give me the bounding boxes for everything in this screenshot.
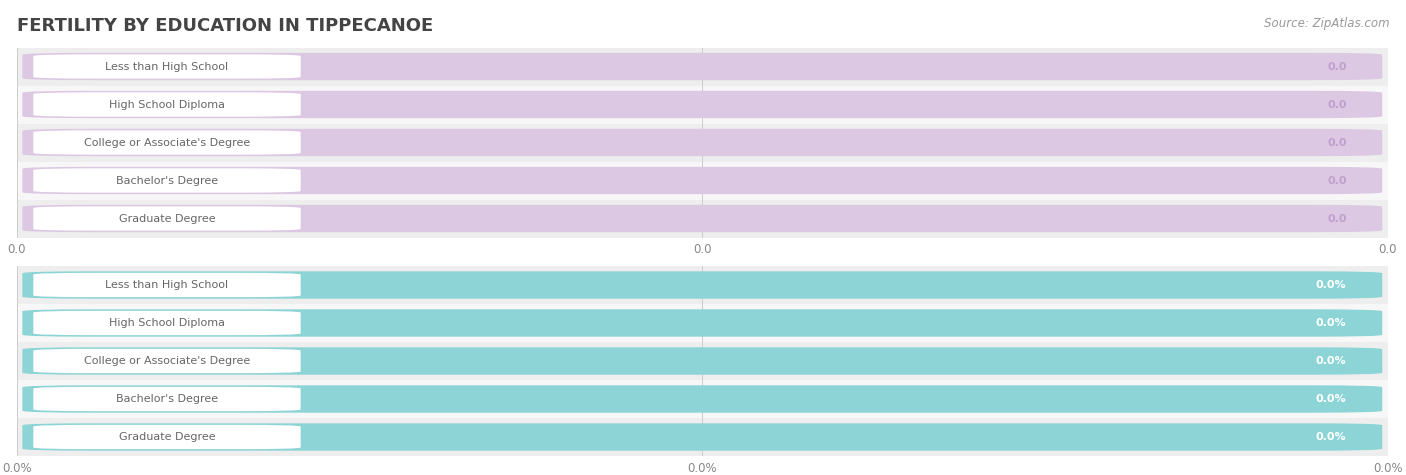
FancyBboxPatch shape [22, 271, 1382, 299]
Bar [17, 48, 1388, 86]
Text: 0.0%: 0.0% [1316, 318, 1347, 328]
FancyBboxPatch shape [34, 168, 301, 193]
FancyBboxPatch shape [22, 309, 1382, 337]
Text: 0.0%: 0.0% [1316, 432, 1347, 442]
Text: 0.0%: 0.0% [1316, 356, 1347, 366]
FancyBboxPatch shape [34, 54, 301, 79]
Text: Bachelor's Degree: Bachelor's Degree [115, 175, 218, 186]
FancyBboxPatch shape [34, 130, 301, 155]
FancyBboxPatch shape [34, 92, 301, 117]
Text: 0.0: 0.0 [1327, 175, 1347, 186]
Text: High School Diploma: High School Diploma [110, 318, 225, 328]
FancyBboxPatch shape [22, 347, 1382, 375]
Bar [17, 418, 1388, 456]
Text: College or Associate's Degree: College or Associate's Degree [84, 356, 250, 366]
Text: 0.0: 0.0 [1327, 213, 1347, 224]
Text: College or Associate's Degree: College or Associate's Degree [84, 137, 250, 148]
FancyBboxPatch shape [22, 91, 1382, 118]
Text: 0.0: 0.0 [1327, 137, 1347, 148]
Text: 0.0%: 0.0% [1316, 280, 1347, 290]
FancyBboxPatch shape [22, 205, 1382, 232]
FancyBboxPatch shape [22, 385, 1382, 413]
Text: 0.0: 0.0 [1327, 61, 1347, 72]
Text: Less than High School: Less than High School [105, 61, 229, 72]
Text: Graduate Degree: Graduate Degree [118, 432, 215, 442]
FancyBboxPatch shape [34, 425, 301, 449]
FancyBboxPatch shape [34, 273, 301, 297]
Bar [17, 304, 1388, 342]
FancyBboxPatch shape [22, 129, 1382, 156]
Bar [17, 200, 1388, 238]
FancyBboxPatch shape [34, 311, 301, 335]
FancyBboxPatch shape [22, 53, 1382, 80]
Bar [17, 162, 1388, 199]
Bar [17, 380, 1388, 418]
Bar [17, 266, 1388, 304]
Bar [17, 124, 1388, 162]
Text: 0.0: 0.0 [1327, 99, 1347, 110]
Text: Bachelor's Degree: Bachelor's Degree [115, 394, 218, 404]
Text: Less than High School: Less than High School [105, 280, 229, 290]
Text: FERTILITY BY EDUCATION IN TIPPECANOE: FERTILITY BY EDUCATION IN TIPPECANOE [17, 17, 433, 35]
FancyBboxPatch shape [34, 387, 301, 411]
FancyBboxPatch shape [22, 167, 1382, 194]
FancyBboxPatch shape [34, 349, 301, 373]
FancyBboxPatch shape [34, 206, 301, 231]
Text: 0.0%: 0.0% [1316, 394, 1347, 404]
Text: Source: ZipAtlas.com: Source: ZipAtlas.com [1264, 17, 1389, 29]
Text: Graduate Degree: Graduate Degree [118, 213, 215, 224]
Bar [17, 86, 1388, 124]
Text: High School Diploma: High School Diploma [110, 99, 225, 110]
FancyBboxPatch shape [22, 423, 1382, 451]
Bar [17, 342, 1388, 380]
